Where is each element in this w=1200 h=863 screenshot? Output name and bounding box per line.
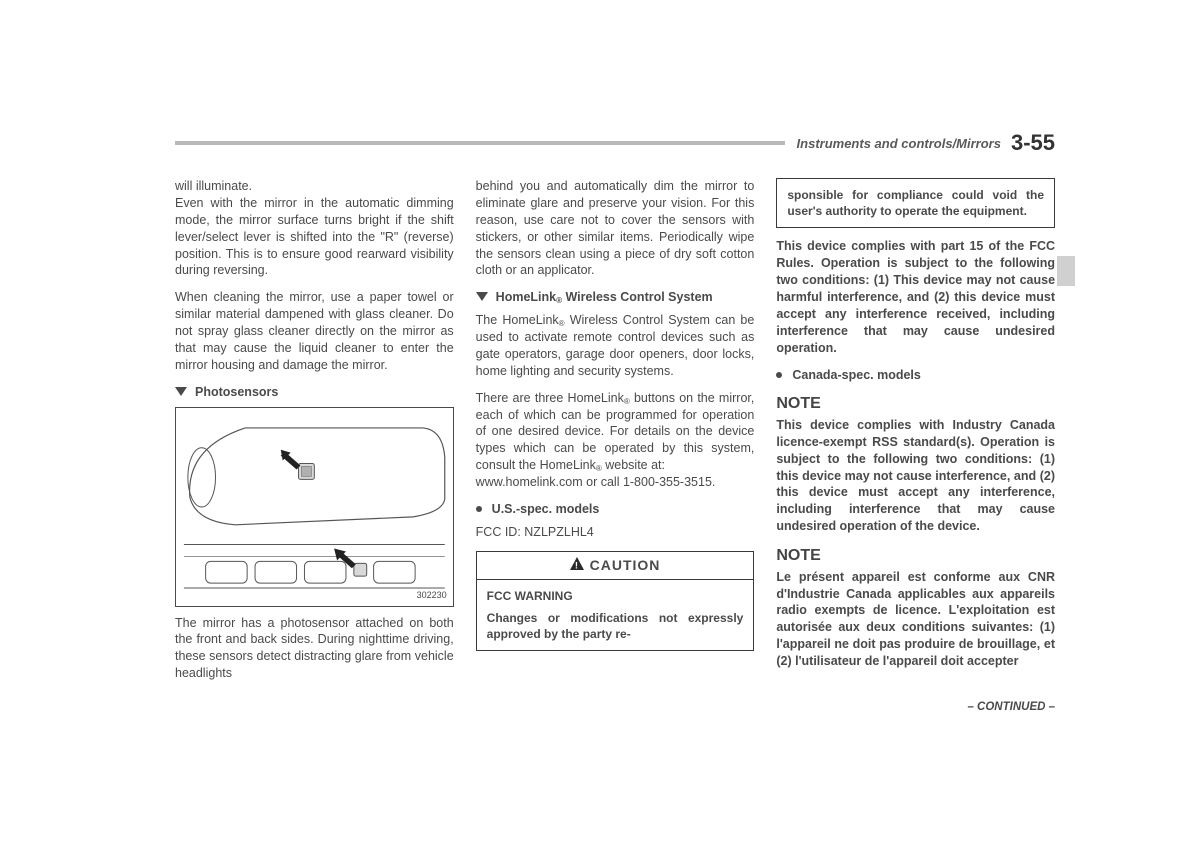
col2-p4: www.homelink.com or call 1-800-355-3515. — [476, 474, 755, 491]
note1-text: This device complies with Industry Canad… — [776, 417, 1055, 535]
section-tab — [1057, 256, 1075, 286]
col1-p3: When cleaning the mirror, use a paper to… — [175, 289, 454, 373]
homelink-heading: HomeLink® Wireless Control System — [476, 289, 755, 306]
col3-p1: This device complies with part 15 of the… — [776, 238, 1055, 356]
column-1: will illuminate. Even with the mirror in… — [175, 178, 454, 692]
registered-icon: ® — [596, 464, 602, 473]
down-triangle-icon — [175, 387, 187, 396]
mirror-diagram-icon — [176, 408, 453, 606]
continued-label: – CONTINUED – — [967, 700, 1055, 716]
fcc-warning-label: FCC WARNING — [487, 588, 744, 604]
header-rule — [175, 141, 785, 145]
svg-text:!: ! — [575, 560, 579, 570]
caution-label: CAUTION — [590, 557, 661, 573]
page-header: Instruments and controls/Mirrors 3-55 — [175, 130, 1055, 156]
canada-spec-heading: Canada-spec. models — [776, 367, 1055, 384]
figure-number: 302230 — [417, 589, 447, 601]
column-2: behind you and automatically dim the mir… — [476, 178, 755, 692]
photosensors-label: Photosensors — [195, 384, 278, 401]
col1-p2: Even with the mirror in the automatic di… — [175, 195, 454, 279]
page-number: 3-55 — [1011, 130, 1055, 156]
registered-icon: ® — [559, 319, 565, 328]
photosensor-figure: 302230 — [175, 407, 454, 607]
homelink-label: HomeLink® Wireless Control System — [496, 289, 713, 306]
content-area: will illuminate. Even with the mirror in… — [175, 178, 1055, 692]
p3a: There are three HomeLink — [476, 391, 624, 405]
col2-p3: There are three HomeLink® buttons on the… — [476, 390, 755, 474]
col1-p4: The mirror has a photosensor attached on… — [175, 615, 454, 683]
breadcrumb: Instruments and controls/Mirrors — [797, 136, 1001, 151]
registered-icon: ® — [624, 397, 630, 406]
col2-p1: behind you and automatically dim the mir… — [476, 178, 755, 279]
col2-p2: The HomeLink® Wireless Control System ca… — [476, 312, 755, 380]
fcc-id: FCC ID: NZLPZLHL4 — [476, 524, 755, 541]
note2-text: Le présent appareil est conforme aux CNR… — [776, 569, 1055, 670]
us-spec-heading: U.S.-spec. models — [476, 501, 755, 518]
canada-spec-label: Canada-spec. models — [792, 367, 921, 384]
hl-b: Wireless Control System — [562, 290, 713, 304]
us-spec-label: U.S.-spec. models — [492, 501, 600, 518]
col1-p1: will illuminate. — [175, 178, 454, 195]
caution-box: ! CAUTION FCC WARNING Changes or modific… — [476, 551, 755, 651]
caution-body: FCC WARNING Changes or modifications not… — [477, 580, 754, 651]
warning-triangle-icon: ! — [570, 556, 584, 575]
caution-header: ! CAUTION — [477, 552, 754, 580]
caution-continued: sponsible for compliance could void the … — [776, 178, 1055, 228]
column-3: sponsible for compliance could void the … — [776, 178, 1055, 692]
photosensors-heading: Photosensors — [175, 384, 454, 401]
p2a: The HomeLink — [476, 313, 559, 327]
p3c: website at: — [602, 458, 665, 472]
bullet-icon — [476, 506, 482, 512]
caution-text: Changes or modifications not expressly a… — [487, 610, 744, 642]
registered-icon: ® — [556, 296, 562, 305]
bullet-icon — [776, 372, 782, 378]
down-triangle-icon — [476, 292, 488, 301]
note2-heading: NOTE — [776, 545, 1055, 567]
hl-a: HomeLink — [496, 290, 556, 304]
note1-heading: NOTE — [776, 393, 1055, 415]
